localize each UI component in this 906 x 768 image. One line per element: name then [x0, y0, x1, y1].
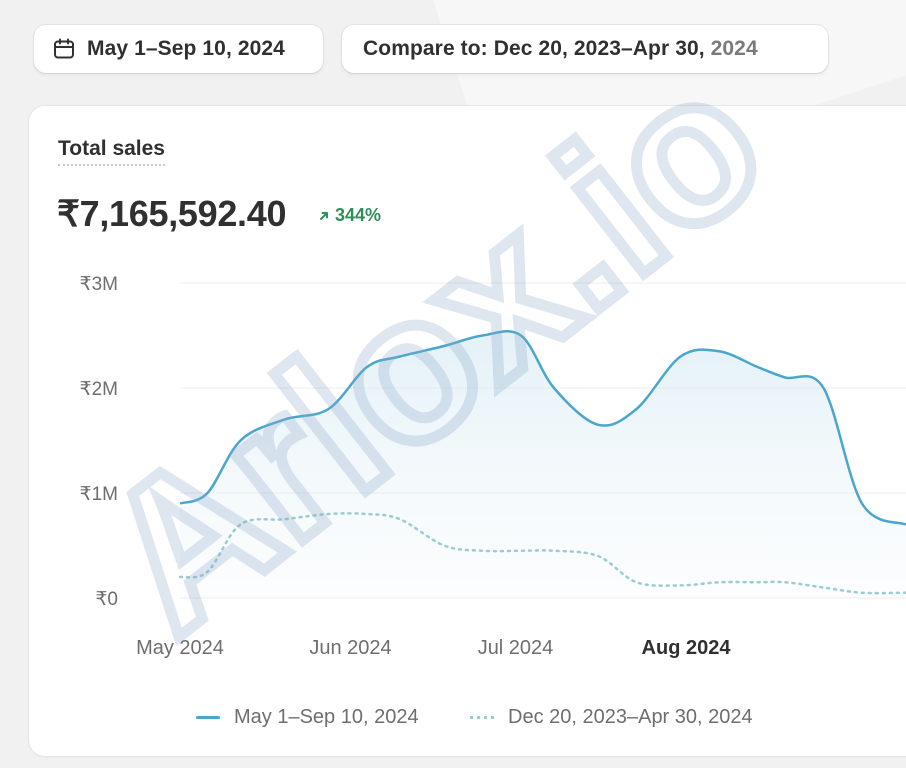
series-line-current: [179, 329, 906, 526]
x-tick-label: May 2024: [136, 637, 224, 659]
series-area-current: [180, 331, 906, 598]
y-tick-label: ₹2M: [80, 379, 118, 400]
compare-range-label-tail: 2024: [704, 37, 758, 60]
metric-title[interactable]: Total sales: [58, 137, 165, 166]
series-line-comparison: [178, 512, 906, 595]
x-tick-label: Aug 2024: [642, 637, 732, 659]
date-range-button[interactable]: May 1–Sep 10, 2024: [34, 25, 323, 73]
x-tick-label: Jul 2024: [478, 637, 554, 659]
legend-item-current[interactable]: May 1–Sep 10, 2024: [196, 706, 419, 729]
y-tick-label: ₹1M: [80, 484, 118, 505]
metric-delta-value: 344%: [335, 205, 382, 225]
legend-label-current: May 1–Sep 10, 2024: [234, 706, 419, 728]
arrow-up-right-icon: [320, 211, 328, 220]
metric-value: ₹7,165,592.40: [57, 193, 287, 234]
compare-range-button[interactable]: Compare to: Dec 20, 2023–Apr 30, 2024: [342, 25, 828, 73]
legend-label-comparison: Dec 20, 2023–Apr 30, 2024: [508, 706, 753, 728]
y-tick-label: ₹0: [95, 589, 118, 610]
date-range-label: May 1–Sep 10, 2024: [87, 37, 285, 60]
compare-range-label: Compare to: Dec 20, 2023–Apr 30,: [363, 37, 705, 60]
y-tick-label: ₹3M: [80, 274, 118, 295]
legend-swatch-dotted: [470, 716, 494, 719]
calendar-icon: [52, 37, 76, 61]
legend-swatch-solid: [196, 716, 220, 719]
metric-delta: 344%: [318, 205, 381, 226]
legend-item-comparison[interactable]: Dec 20, 2023–Apr 30, 2024: [470, 706, 753, 729]
x-tick-label: Jun 2024: [309, 637, 391, 659]
